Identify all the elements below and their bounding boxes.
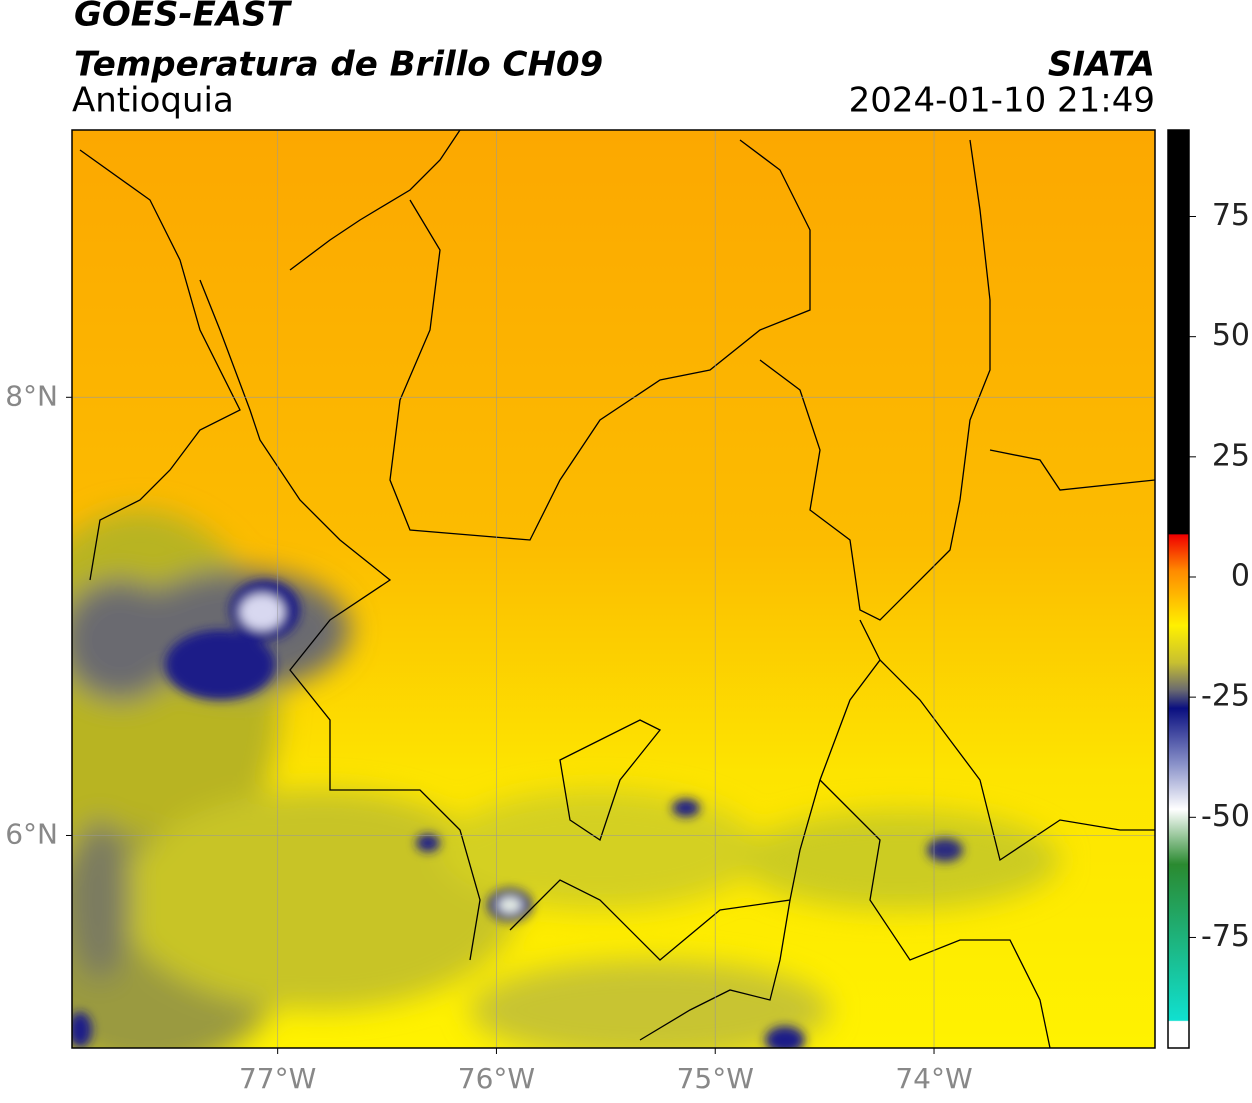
- lon-label: 74°W: [895, 1062, 972, 1095]
- title: GOES-EAST: [74, 0, 293, 35]
- map-frame: [71, 129, 1156, 1049]
- region: Antioquia: [72, 81, 234, 121]
- lat-label: 6°N: [5, 817, 58, 850]
- lon-label: 77°W: [239, 1062, 316, 1095]
- lat-label: 8°N: [5, 379, 58, 412]
- subtitle: Temperatura de Brillo CH09: [74, 45, 603, 85]
- colorbar-tick-label: 50: [1212, 318, 1250, 353]
- colorbar-tick-label: -25: [1201, 679, 1250, 714]
- colorbar-tick-label: 75: [1212, 198, 1250, 233]
- source: SIATA: [1048, 45, 1155, 85]
- satellite-image: [72, 130, 1155, 1048]
- lon-label: 75°W: [677, 1062, 754, 1095]
- lon-label: 76°W: [458, 1062, 535, 1095]
- colorbar-tick-label: 0: [1231, 558, 1250, 593]
- graticule: [66, 130, 1155, 1054]
- colorbar: [1167, 129, 1190, 1049]
- colorbar-tick-label: -50: [1201, 799, 1250, 834]
- colorbar-tick-label: -75: [1201, 919, 1250, 954]
- colorbar-tick-label: 25: [1212, 438, 1250, 473]
- colorbar-ticks: 75 50 25 0 -25 -50 -75: [1189, 198, 1250, 954]
- datetime: 2024-01-10 21:49: [849, 81, 1155, 121]
